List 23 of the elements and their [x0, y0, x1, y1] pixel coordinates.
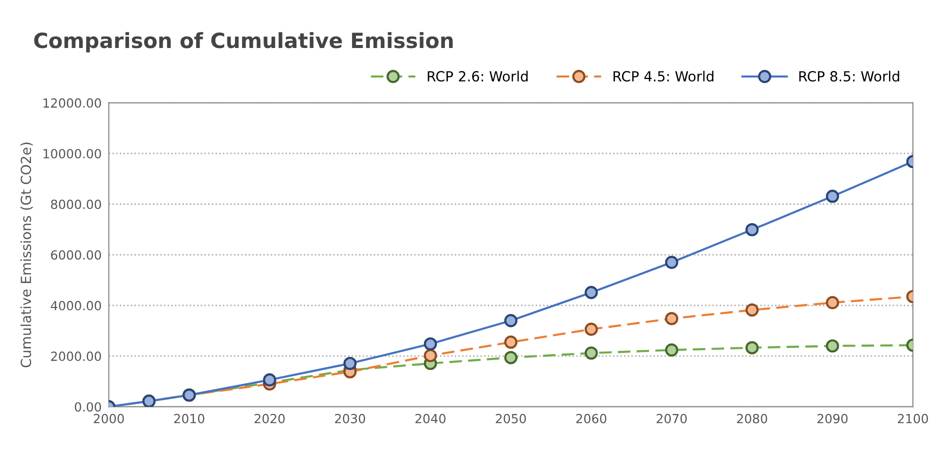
x-tick-label: 2080	[737, 414, 768, 424]
y-tick-label: 10000.00	[44, 148, 102, 158]
chart-title: Comparison of Cumulative Emission	[34, 32, 453, 52]
x-tick-label: 2020	[254, 414, 285, 424]
x-tick-label: 2030	[335, 414, 366, 424]
y-axis-title: Cumulative Emissions (Gt CO2e)	[20, 142, 33, 368]
legend-label: RCP 4.5: World	[614, 70, 714, 82]
legend-label: RCP 8.5: World	[799, 70, 900, 82]
y-tick-label: 12000.00	[44, 98, 102, 108]
x-tick-label: 2070	[656, 414, 687, 424]
x-tick-label: 2000	[94, 414, 124, 424]
y-tick-label: 2000.00	[51, 352, 102, 362]
x-tick-label: 2100	[898, 414, 928, 424]
y-tick-label: 6000.00	[51, 250, 102, 260]
y-tick-label: 0.00	[74, 402, 102, 412]
legend-label: RCP 2.6: World	[428, 70, 528, 82]
x-tick-label: 2050	[496, 414, 526, 424]
y-tick-label: 8000.00	[51, 200, 102, 210]
y-tick-label: 4000.00	[50, 300, 102, 310]
x-tick-label: 2040	[415, 414, 446, 424]
x-tick-label: 2090	[817, 414, 848, 424]
x-tick-label: 2010	[174, 414, 204, 424]
x-tick-label: 2060	[576, 414, 606, 424]
